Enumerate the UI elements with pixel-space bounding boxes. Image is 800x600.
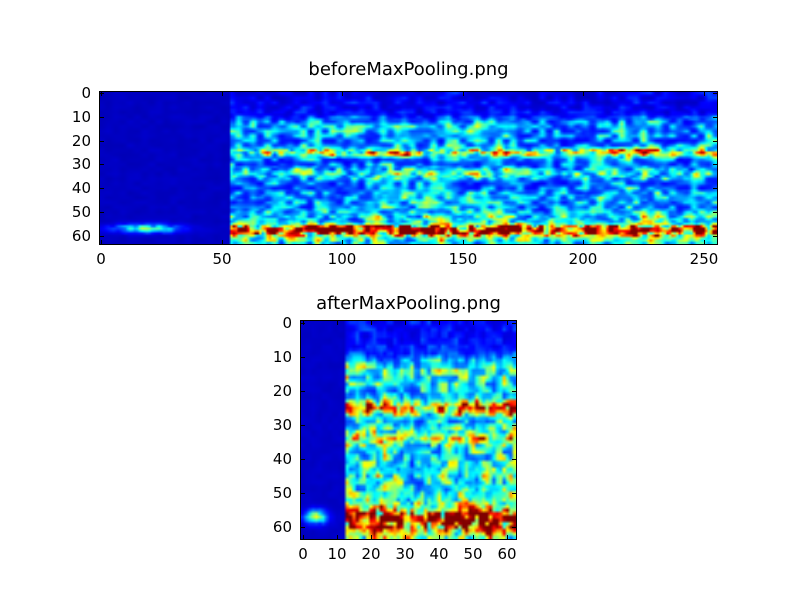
x-tick-label: 50: [463, 545, 483, 563]
x-tick-label: 200: [568, 250, 598, 268]
y-tick-label: 20: [71, 132, 91, 150]
x-tick-label: 10: [327, 545, 347, 563]
x-tick-mark-top: [342, 92, 343, 96]
y-tick-mark-right: [713, 188, 717, 189]
y-tick-mark-right: [713, 117, 717, 118]
x-tick-label: 100: [327, 250, 357, 268]
x-tick-mark-top: [463, 92, 464, 96]
x-tick-mark-top: [583, 92, 584, 96]
x-tick-label: 150: [448, 250, 478, 268]
y-tick-label: 20: [272, 382, 292, 400]
y-tick-mark-left: [100, 117, 104, 118]
y-tick-mark-right: [512, 357, 516, 358]
x-tick-mark-top: [507, 321, 508, 325]
x-tick-mark-bottom: [463, 240, 464, 244]
y-tick-label: 10: [272, 348, 292, 366]
y-tick-mark-left: [100, 212, 104, 213]
y-tick-mark-left: [301, 527, 305, 528]
y-tick-mark-right: [512, 527, 516, 528]
x-tick-mark-bottom: [371, 535, 372, 539]
y-tick-mark-right: [512, 459, 516, 460]
y-tick-mark-left: [301, 493, 305, 494]
x-tick-label: 50: [212, 250, 232, 268]
y-tick-mark-left: [100, 93, 104, 94]
x-tick-mark-bottom: [439, 535, 440, 539]
spectrogram-image: [100, 92, 717, 244]
y-tick-mark-right: [713, 141, 717, 142]
x-tick-label: 60: [497, 545, 517, 563]
x-tick-mark-top: [101, 92, 102, 96]
x-tick-mark-bottom: [337, 535, 338, 539]
y-tick-label: 40: [272, 450, 292, 468]
x-tick-mark-bottom: [303, 535, 304, 539]
x-tick-mark-top: [704, 92, 705, 96]
spectrogram-image: [301, 321, 516, 539]
x-tick-mark-bottom: [101, 240, 102, 244]
y-tick-mark-right: [713, 164, 717, 165]
y-tick-mark-right: [512, 493, 516, 494]
y-tick-label: 30: [71, 155, 91, 173]
y-tick-label: 50: [71, 203, 91, 221]
x-tick-mark-bottom: [342, 240, 343, 244]
y-tick-label: 40: [71, 179, 91, 197]
y-tick-mark-left: [301, 459, 305, 460]
y-tick-mark-right: [713, 236, 717, 237]
y-tick-mark-left: [301, 391, 305, 392]
x-tick-mark-top: [439, 321, 440, 325]
y-tick-mark-right: [713, 93, 717, 94]
x-tick-mark-top: [222, 92, 223, 96]
y-tick-mark-right: [512, 391, 516, 392]
x-tick-mark-top: [371, 321, 372, 325]
y-tick-mark-right: [512, 323, 516, 324]
x-tick-label: 40: [429, 545, 449, 563]
y-tick-label: 30: [272, 416, 292, 434]
x-tick-label: 0: [96, 250, 106, 268]
y-tick-mark-left: [100, 164, 104, 165]
y-tick-label: 10: [71, 108, 91, 126]
x-tick-mark-top: [473, 321, 474, 325]
plot-title: beforeMaxPooling.png: [308, 59, 509, 80]
x-tick-mark-bottom: [507, 535, 508, 539]
x-tick-mark-top: [405, 321, 406, 325]
x-tick-mark-bottom: [405, 535, 406, 539]
y-tick-label: 60: [71, 227, 91, 245]
y-tick-mark-right: [713, 212, 717, 213]
y-tick-mark-left: [301, 323, 305, 324]
y-tick-mark-left: [100, 141, 104, 142]
plot-title: afterMaxPooling.png: [316, 293, 501, 314]
x-tick-mark-bottom: [583, 240, 584, 244]
y-tick-mark-left: [301, 425, 305, 426]
axes-frame: [99, 91, 718, 245]
x-tick-label: 250: [689, 250, 719, 268]
y-tick-label: 0: [282, 314, 292, 332]
axes-frame: [300, 320, 517, 540]
x-tick-mark-bottom: [222, 240, 223, 244]
y-tick-mark-right: [512, 425, 516, 426]
y-tick-mark-left: [301, 357, 305, 358]
y-tick-label: 50: [272, 484, 292, 502]
y-tick-label: 60: [272, 518, 292, 536]
y-tick-mark-left: [100, 188, 104, 189]
x-tick-mark-bottom: [473, 535, 474, 539]
x-tick-label: 20: [361, 545, 381, 563]
y-tick-label: 0: [81, 84, 91, 102]
y-tick-mark-left: [100, 236, 104, 237]
x-tick-label: 30: [395, 545, 415, 563]
x-tick-mark-top: [337, 321, 338, 325]
x-tick-label: 0: [298, 545, 308, 563]
x-tick-mark-bottom: [704, 240, 705, 244]
